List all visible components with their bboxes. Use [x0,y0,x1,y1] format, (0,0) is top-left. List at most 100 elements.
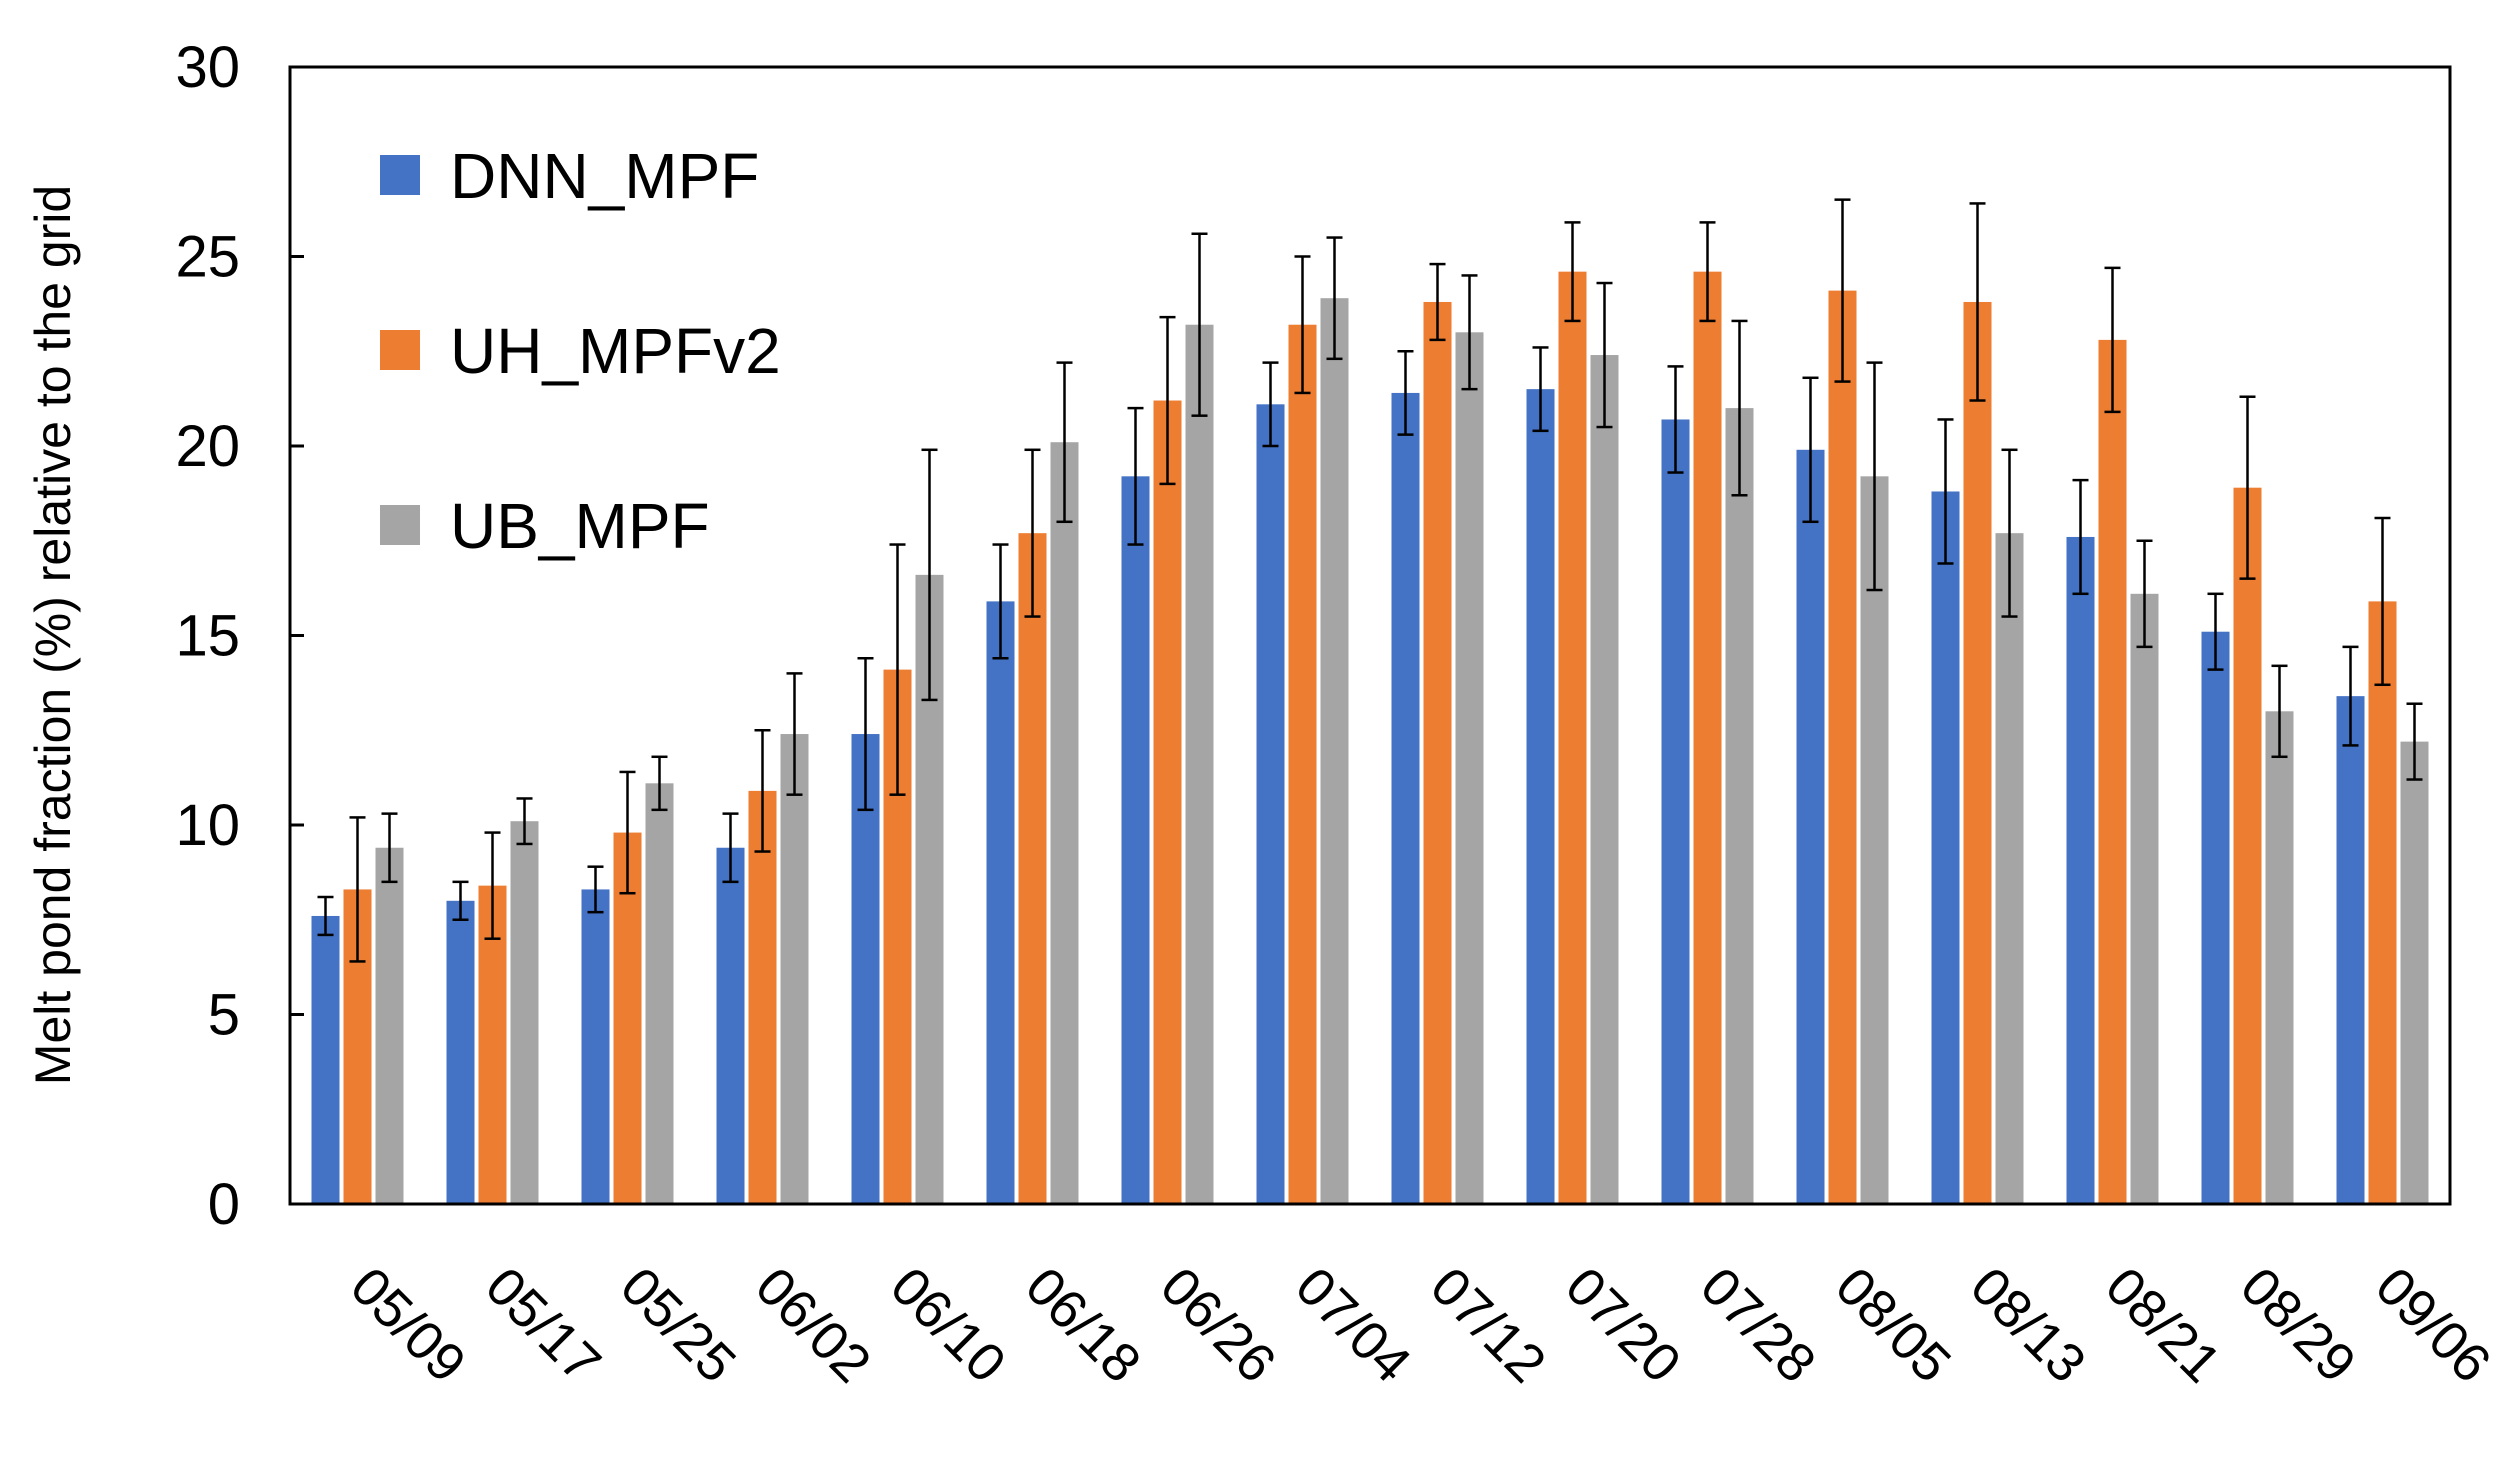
error-bar-dnn-mpf-06-18 [992,543,1009,660]
error-bar-dnn-mpf-08-13 [1937,418,1954,565]
error-bar-dnn-mpf-07-28 [1667,365,1684,474]
bar-ub-mpf-05-25 [645,783,674,1204]
bar-ub-mpf-09-06 [2400,741,2429,1204]
bar-dnn-mpf-06-18 [986,601,1015,1204]
bar-dnn-mpf-07-12 [1391,392,1420,1204]
error-bar-uh-mpfv2-07-20 [1564,221,1581,323]
bar-uh-mpfv2-07-12 [1423,301,1452,1205]
legend-label-uh-mpfv2: UH_MPFv2 [450,315,781,387]
legend-label-dnn-mpf: DNN_MPF [450,140,759,212]
bar-dnn-mpf-08-13 [1931,491,1960,1205]
bar-dnn-mpf-09-06 [2336,696,2365,1204]
bar-dnn-mpf-05-25 [581,889,610,1204]
error-bar-uh-mpfv2-08-13 [1969,202,1986,402]
error-bar-ub-mpf-07-04 [1326,236,1343,361]
error-bar-ub-mpf-05-09 [381,812,398,884]
bar-ub-mpf-07-04 [1320,298,1349,1204]
y-tick-label: 15 [175,604,240,669]
error-bar-uh-mpfv2-05-25 [619,770,636,895]
bar-dnn-mpf-07-04 [1256,404,1285,1204]
error-bar-uh-mpfv2-08-21 [2104,266,2121,414]
bar-ub-mpf-08-29 [2265,711,2294,1204]
y-axis-ticks: 0 5 10 15 20 25 30 [175,35,304,1237]
error-bar-ub-mpf-05-17 [516,797,533,846]
error-bar-uh-mpfv2-08-05 [1834,198,1851,383]
bar-uh-mpfv2-08-13 [1963,301,1992,1205]
bar-uh-mpfv2-08-05 [1828,290,1857,1204]
bar-uh-mpfv2-07-28 [1693,271,1722,1204]
error-bar-uh-mpfv2-07-04 [1294,255,1311,395]
bar-ub-mpf-08-13 [1995,533,2024,1204]
legend-swatch-uh-mpfv2 [380,330,420,370]
error-bar-uh-mpfv2-06-26 [1159,315,1176,486]
y-tick-label: 5 [208,983,240,1048]
error-bar-ub-mpf-06-26 [1191,232,1208,417]
error-bar-ub-mpf-08-21 [2136,539,2153,649]
error-bars-layer [317,198,2423,963]
bar-ub-mpf-08-21 [2130,593,2159,1204]
error-bar-dnn-mpf-08-05 [1802,376,1819,524]
error-bar-ub-mpf-05-25 [651,755,668,812]
bar-ub-mpf-07-20 [1590,355,1619,1204]
legend: DNN_MPF UH_MPFv2 UB_MPF [380,140,781,562]
error-bar-uh-mpfv2-05-09 [349,816,366,963]
error-bar-dnn-mpf-07-12 [1397,350,1414,436]
error-bar-dnn-mpf-05-17 [452,880,469,921]
y-tick-label: 10 [175,793,240,858]
bar-uh-mpfv2-05-25 [613,832,642,1204]
bar-ub-mpf-06-26 [1185,324,1214,1205]
bar-dnn-mpf-06-10 [851,734,880,1204]
bar-ub-mpf-05-09 [375,847,404,1204]
error-bar-uh-mpfv2-08-29 [2239,395,2256,580]
bar-uh-mpfv2-08-29 [2233,487,2262,1204]
error-bar-ub-mpf-07-20 [1596,281,1613,429]
bar-uh-mpfv2-09-06 [2368,601,2397,1204]
legend-swatch-dnn-mpf [380,155,420,195]
error-bar-uh-mpfv2-07-28 [1699,221,1716,323]
bar-ub-mpf-08-05 [1860,476,1889,1204]
error-bar-uh-mpfv2-07-12 [1429,262,1446,342]
error-bar-uh-mpfv2-06-18 [1024,448,1041,618]
error-bar-uh-mpfv2-09-06 [2374,516,2391,687]
error-bar-ub-mpf-07-28 [1731,319,1748,497]
bar-dnn-mpf-08-21 [2066,536,2095,1204]
error-bar-ub-mpf-08-29 [2271,664,2288,759]
bar-dnn-mpf-05-17 [446,900,475,1204]
y-tick-label: 20 [175,414,240,479]
error-bar-dnn-mpf-08-21 [2072,478,2089,596]
y-axis-label: Melt pond fraction (%) relative to the g… [25,185,81,1085]
error-bar-ub-mpf-06-10 [921,448,938,702]
error-bar-dnn-mpf-07-20 [1532,346,1549,433]
bar-ub-mpf-05-17 [510,821,539,1204]
error-bar-dnn-mpf-05-25 [587,865,604,914]
bar-dnn-mpf-06-26 [1121,476,1150,1204]
error-bar-uh-mpfv2-06-02 [754,729,771,853]
bar-dnn-mpf-08-05 [1796,449,1825,1204]
error-bar-ub-mpf-07-12 [1461,274,1478,391]
error-bar-dnn-mpf-07-04 [1262,361,1279,448]
bar-uh-mpfv2-06-18 [1018,533,1047,1204]
bar-dnn-mpf-08-29 [2201,631,2230,1204]
bar-uh-mpfv2-07-20 [1558,271,1587,1204]
bars-layer [311,271,2429,1205]
error-bar-ub-mpf-06-18 [1056,361,1073,524]
bar-dnn-mpf-07-20 [1526,389,1555,1204]
error-bar-uh-mpfv2-06-10 [889,543,906,796]
error-bar-ub-mpf-08-05 [1866,361,1883,592]
legend-label-ub-mpf: UB_MPF [450,490,710,562]
y-tick-label: 25 [175,225,240,290]
error-bar-uh-mpfv2-05-17 [484,831,501,940]
bar-dnn-mpf-07-28 [1661,419,1690,1205]
error-bar-ub-mpf-08-13 [2001,448,2018,618]
bar-dnn-mpf-06-02 [716,847,745,1204]
error-bar-ub-mpf-09-06 [2406,702,2423,781]
bar-uh-mpfv2-07-04 [1288,324,1317,1205]
bar-uh-mpfv2-06-02 [748,790,777,1204]
error-bar-dnn-mpf-06-02 [722,812,739,884]
bar-ub-mpf-07-12 [1455,332,1484,1204]
bar-ub-mpf-07-28 [1725,408,1754,1205]
y-tick-label: 30 [175,35,240,100]
bar-ub-mpf-06-18 [1050,442,1079,1205]
